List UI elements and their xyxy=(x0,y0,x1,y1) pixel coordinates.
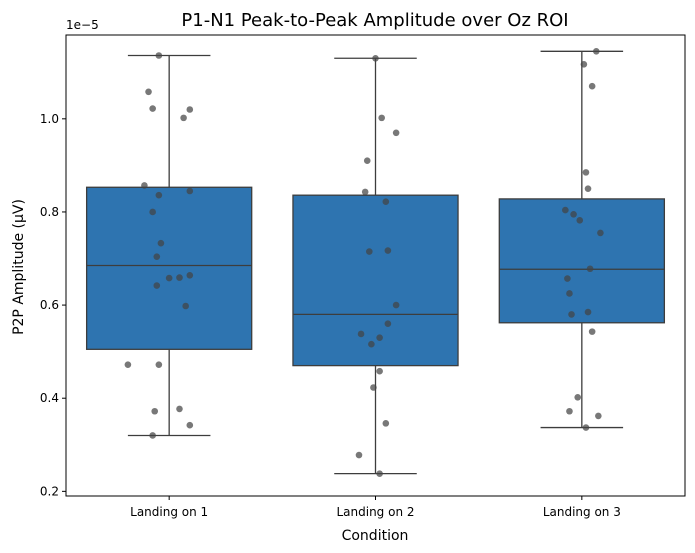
data-point xyxy=(153,253,161,260)
data-point xyxy=(165,274,173,282)
data-point xyxy=(588,82,596,90)
data-point xyxy=(149,105,156,112)
data-point xyxy=(586,265,594,273)
data-point xyxy=(366,248,373,255)
data-point xyxy=(372,54,379,62)
y-offset-label: 1e−5 xyxy=(66,18,99,32)
data-point xyxy=(363,157,371,165)
y-tick-label: 0.4 xyxy=(40,391,59,405)
data-point xyxy=(382,420,390,427)
data-point xyxy=(580,61,588,68)
box xyxy=(292,194,459,367)
data-point xyxy=(155,361,163,368)
data-point xyxy=(568,311,575,318)
y-axis-label: P2P Amplitude (µV) xyxy=(11,199,27,335)
data-point xyxy=(584,308,592,316)
chart-title: P1-N1 Peak-to-Peak Amplitude over Oz ROI xyxy=(181,10,568,31)
data-point xyxy=(186,271,194,279)
data-point xyxy=(124,361,132,368)
data-point xyxy=(149,208,156,216)
plot-area xyxy=(65,34,686,497)
data-point xyxy=(566,290,573,297)
data-point xyxy=(176,274,183,281)
y-axis-ticks: 0.2 0.4 0.6 0.8 1.0 xyxy=(40,112,66,498)
data-point xyxy=(151,407,159,415)
data-point xyxy=(378,114,385,122)
data-point xyxy=(392,301,400,309)
data-point xyxy=(141,182,148,189)
x-axis-ticks: Landing on 1 Landing on 2 Landing on 3 xyxy=(130,496,621,519)
y-tick-label: 0.8 xyxy=(40,205,59,219)
data-point xyxy=(574,393,582,401)
data-point xyxy=(370,384,377,391)
data-point xyxy=(584,185,592,192)
data-point xyxy=(570,210,577,218)
data-point xyxy=(182,302,189,310)
data-point xyxy=(376,367,383,375)
data-point xyxy=(186,187,194,195)
data-point xyxy=(588,328,596,335)
data-point xyxy=(382,198,390,206)
y-tick-label: 0.2 xyxy=(40,484,59,498)
x-tick-label: Landing on 3 xyxy=(543,505,621,519)
data-point xyxy=(597,229,604,237)
data-point xyxy=(149,432,156,439)
data-point xyxy=(361,188,369,196)
data-point xyxy=(186,421,194,429)
data-point xyxy=(595,412,602,420)
data-point xyxy=(576,217,584,224)
y-tick-label: 0.6 xyxy=(40,298,59,312)
data-point xyxy=(145,88,152,96)
x-tick-label: Landing on 1 xyxy=(130,505,208,519)
data-point xyxy=(357,330,365,338)
data-point xyxy=(368,340,375,348)
data-point xyxy=(176,405,183,413)
data-point xyxy=(355,451,363,459)
data-point xyxy=(155,52,163,59)
data-point xyxy=(153,282,161,289)
data-point xyxy=(186,106,194,113)
x-axis-label: Condition xyxy=(342,528,409,544)
data-point xyxy=(384,247,392,254)
data-point xyxy=(384,320,392,328)
data-point xyxy=(157,239,165,247)
data-point xyxy=(582,424,590,431)
box xyxy=(498,198,666,324)
data-point xyxy=(562,206,569,214)
data-point xyxy=(155,191,163,199)
data-point xyxy=(592,47,600,55)
data-point xyxy=(180,114,187,122)
data-point xyxy=(376,334,383,341)
y-tick-label: 1.0 xyxy=(40,112,59,126)
data-point xyxy=(582,169,590,176)
data-point xyxy=(566,407,573,415)
data-point xyxy=(376,470,383,477)
data-point xyxy=(564,275,571,282)
box xyxy=(85,186,253,350)
x-tick-label: Landing on 2 xyxy=(336,505,414,519)
data-point xyxy=(392,129,400,137)
